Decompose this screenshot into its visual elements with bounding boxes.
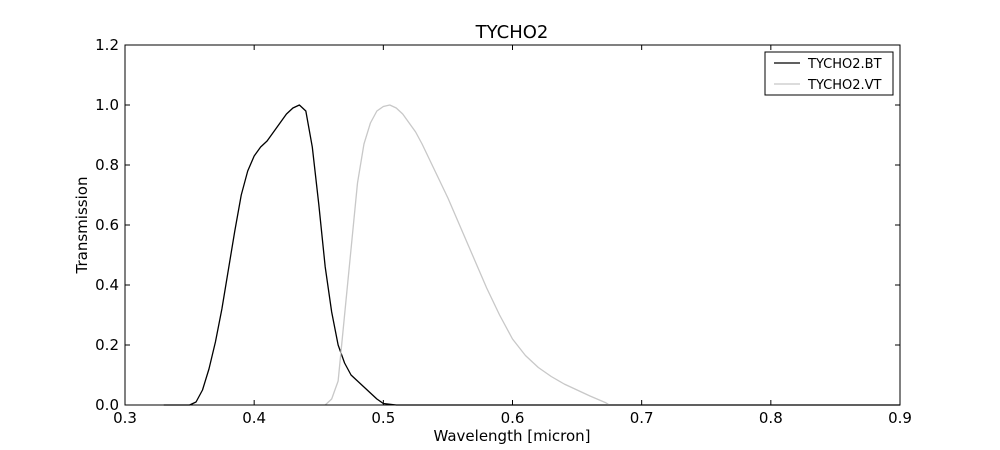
x-tick-label: 0.8 bbox=[759, 409, 783, 427]
x-axis-ticks: 0.3 0.4 0.5 0.6 0.7 0.8 0.9 bbox=[113, 45, 912, 427]
y-tick-label: 1.0 bbox=[95, 96, 119, 114]
y-tick-label: 0.2 bbox=[95, 336, 119, 354]
x-tick-label: 0.3 bbox=[113, 409, 137, 427]
y-axis-ticks: 0.0 0.2 0.4 0.6 0.8 1.0 1.2 bbox=[95, 36, 900, 414]
y-tick-label: 1.2 bbox=[95, 36, 119, 54]
x-axis-label: Wavelength [micron] bbox=[433, 427, 590, 445]
x-tick-label: 0.6 bbox=[501, 409, 525, 427]
y-axis-label: Transmission bbox=[73, 177, 91, 275]
x-tick-label: 0.4 bbox=[242, 409, 266, 427]
x-tick-label: 0.9 bbox=[888, 409, 912, 427]
legend: TYCHO2.BT TYCHO2.VT bbox=[764, 51, 894, 96]
y-tick-label: 0.6 bbox=[95, 216, 119, 234]
x-tick-label: 0.7 bbox=[630, 409, 654, 427]
plot-curves bbox=[163, 104, 900, 406]
plot-frame bbox=[124, 44, 901, 406]
y-tick-label: 0.4 bbox=[95, 276, 119, 294]
chart-title: TYCHO2 bbox=[475, 22, 549, 43]
series-line-vt bbox=[324, 104, 610, 406]
legend-box bbox=[764, 51, 894, 96]
y-tick-label: 0.8 bbox=[95, 156, 119, 174]
legend-label-vt: TYCHO2.VT bbox=[807, 78, 882, 93]
series-line-bt bbox=[163, 104, 900, 406]
legend-label-bt: TYCHO2.BT bbox=[807, 57, 882, 72]
y-tick-label: 0.0 bbox=[95, 396, 119, 414]
x-tick-label: 0.5 bbox=[371, 409, 395, 427]
